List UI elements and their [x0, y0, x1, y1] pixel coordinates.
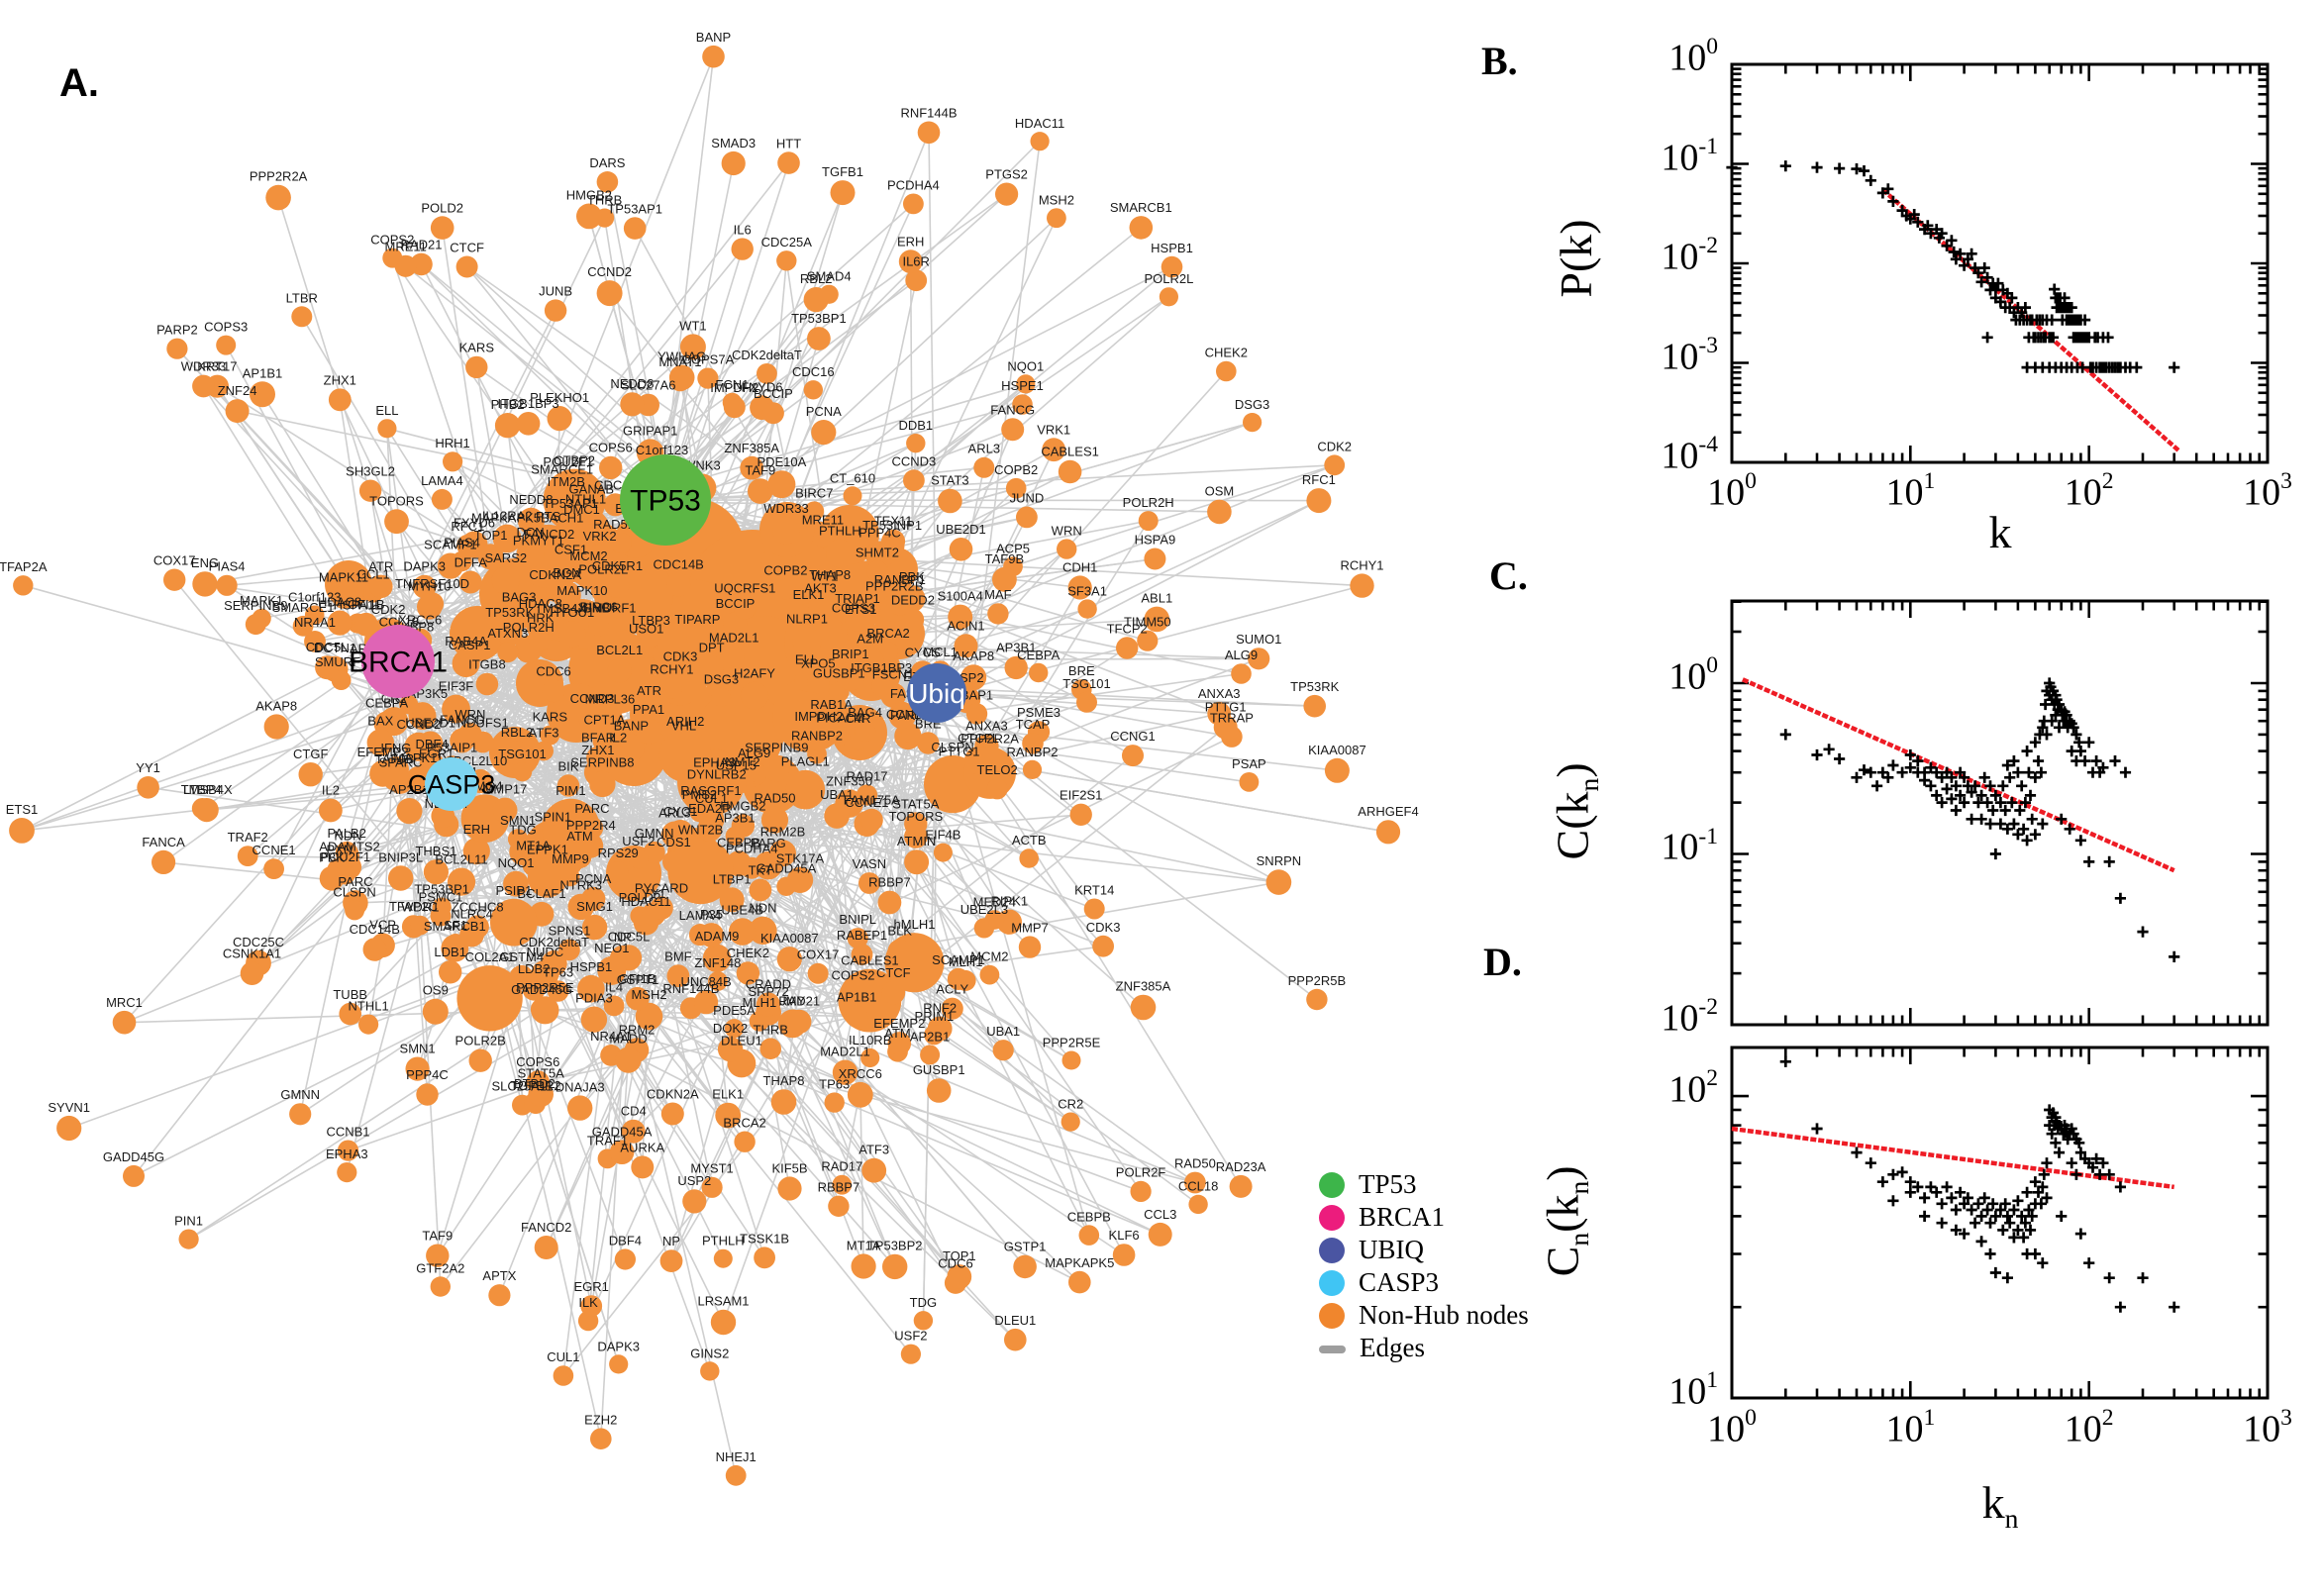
plot-C-ytick-10e-2: 10-2	[1661, 994, 1718, 1040]
legend-dot-ubiq	[1319, 1237, 1345, 1263]
plot-D-xtick-10e2: 102	[2064, 1405, 2114, 1450]
plot-D-ylabel: Cn(kn)	[1537, 1165, 1594, 1277]
plot-D-xtick-10e1: 101	[1885, 1405, 1936, 1450]
plot-B-points	[1726, 160, 2180, 373]
plot-B-xtick-10e3: 103	[2243, 468, 2292, 514]
plot-D-points	[1779, 1055, 2180, 1313]
hub-node-ubiq	[907, 663, 966, 723]
plot-D-ytick-10e1: 101	[1668, 1367, 1718, 1413]
panel-c-label: C.	[1489, 553, 1528, 598]
legend-item-casp3: CASP3	[1319, 1266, 1529, 1299]
plot-B-ylabel: P(k)	[1551, 219, 1601, 298]
plot-D-fit-line	[1731, 1126, 2174, 1190]
legend-label-edges: Edges	[1360, 1333, 1425, 1362]
hub-node-casp3	[425, 757, 478, 811]
plot-C-points	[1779, 677, 2180, 962]
legend-dot-casp3	[1319, 1269, 1345, 1296]
legend-edge-swatch	[1319, 1345, 1346, 1353]
plot-B-frame	[1730, 62, 2270, 464]
legend-label-ubiq: UBIQ	[1359, 1235, 1424, 1264]
plot-D-xtick-10e3: 103	[2243, 1405, 2292, 1450]
legend-label-brca1: BRCA1	[1359, 1202, 1446, 1232]
plot-D-xlabel: kn	[1981, 1477, 2019, 1535]
hub-label-tp53: TP53	[630, 485, 701, 518]
plot-D-ytick-10e2: 102	[1668, 1065, 1718, 1111]
panel-d-label: D.	[1483, 940, 1522, 984]
hub-node-tp53	[620, 454, 711, 546]
legend-item-tp53: TP53	[1319, 1168, 1529, 1201]
legend-label-casp3: CASP3	[1359, 1267, 1440, 1297]
plot-B-ytick-10e-3: 10-3	[1661, 332, 1718, 378]
network-nodes	[9, 45, 1401, 1486]
plot-B-ytick-10e-4: 10-4	[1661, 432, 1718, 477]
plot-C-ticks	[1730, 600, 2270, 1027]
legend-label-tp53: TP53	[1359, 1169, 1417, 1199]
plot-B-ytick-10e-1: 10-1	[1661, 133, 1718, 179]
hub-label-casp3: CASP3	[408, 769, 496, 799]
plot-B-xtick-10e2: 102	[2064, 468, 2114, 514]
legend-label-non-hub-nodes: Non-Hub nodes	[1359, 1300, 1529, 1330]
plot-C-fit-line	[1741, 677, 2175, 873]
hub-label-brca1: BRCA1	[349, 647, 448, 679]
legend-dot-non-hub-nodes	[1319, 1302, 1345, 1329]
plot-C-ytick-10e0: 100	[1668, 652, 1718, 698]
plot-D-ticks	[1730, 1047, 2270, 1400]
panel-a-label: A.	[59, 61, 99, 105]
legend-item-edges: Edges	[1319, 1332, 1529, 1364]
plot-B-xtick-10e1: 101	[1885, 468, 1936, 514]
legend-dot-brca1	[1319, 1204, 1345, 1231]
plot-D-xtick-10e0: 100	[1707, 1405, 1757, 1450]
plot-C-ylabel: C(kn)	[1547, 762, 1604, 860]
network-hubs: TP53 BRCA1 CASP3 Ubiq	[349, 454, 966, 811]
plot-D-frame	[1730, 1046, 2270, 1400]
plot-C-frame	[1730, 599, 2270, 1027]
network-legend: TP53 BRCA1 UBIQ CASP3 Non-Hub nodes Edges	[1319, 1168, 1529, 1364]
network-node-labels: TP53RKKIAA0087THAP8CDC14BNTHL1DSG3ARL3BA…	[0, 30, 1419, 1464]
plot-B-xlabel: k	[1988, 507, 2012, 557]
plot-C-ytick-10e-1: 10-1	[1661, 823, 1718, 869]
plot-B-ytick-10e0: 100	[1668, 34, 1718, 79]
network-graph: TP53RKKIAA0087THAP8CDC14BNTHL1DSG3ARL3BA…	[0, 30, 1419, 1486]
hub-node-brca1	[361, 625, 435, 698]
legend-item-non-hub-nodes: Non-Hub nodes	[1319, 1299, 1529, 1332]
legend-item-brca1: BRCA1	[1319, 1201, 1529, 1234]
legend-dot-tp53	[1319, 1171, 1345, 1198]
plot-B-ytick-10e-2: 10-2	[1661, 233, 1718, 278]
panel-b-label: B.	[1481, 39, 1518, 83]
plot-B-ticks	[1730, 62, 2270, 464]
legend-item-ubiq: UBIQ	[1319, 1234, 1529, 1266]
plot-B-xtick-10e0: 100	[1707, 468, 1757, 514]
hub-label-ubiq: Ubiq	[908, 678, 965, 709]
